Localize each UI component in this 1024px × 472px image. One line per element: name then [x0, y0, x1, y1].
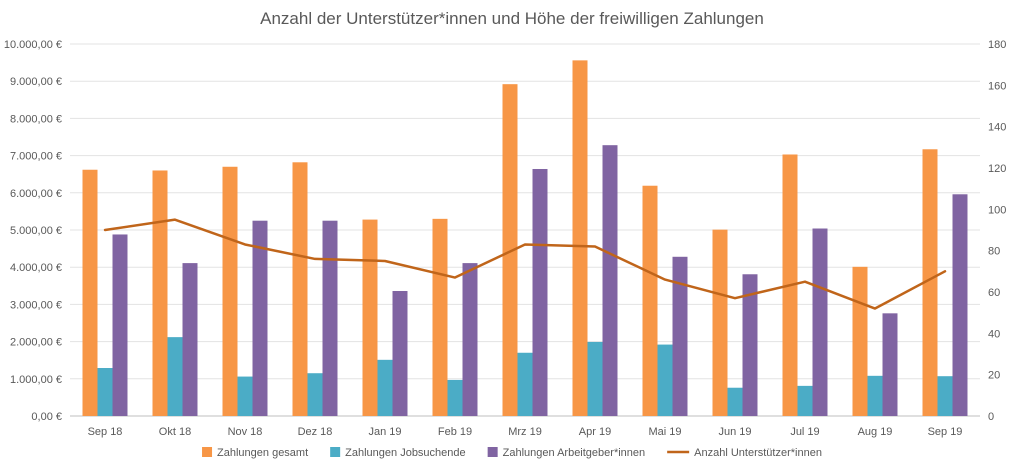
x-tick-label: Mai 19 [648, 426, 681, 438]
bar [532, 168, 548, 416]
bar [112, 234, 128, 416]
left-axis-ticks: 0,00 € 1.000,00 € 2.000,00 € 3.000,00 € 4.00… [4, 39, 62, 423]
left-tick-label: 7.000,00 € [10, 151, 62, 163]
x-tick-label: Feb 19 [438, 426, 472, 438]
x-tick-label: Jan 19 [368, 426, 401, 438]
legend-marker [202, 447, 213, 457]
bar [167, 337, 183, 416]
left-tick-label: 8.000,00 € [10, 113, 62, 125]
bar [462, 263, 478, 416]
bar [867, 375, 883, 416]
bar [712, 229, 728, 416]
x-tick-label: Mrz 19 [508, 426, 542, 438]
bar [952, 194, 968, 416]
right-tick-label: 20 [988, 370, 1000, 382]
right-tick-label: 60 [988, 287, 1000, 299]
x-tick-label: Okt 18 [159, 426, 191, 438]
legend-label: Anzahl Unterstützer*innen [694, 447, 822, 459]
bar [797, 385, 813, 416]
right-tick-label: 120 [988, 163, 1006, 175]
right-tick-label: 40 [988, 328, 1000, 340]
bar [937, 376, 953, 416]
bar [222, 166, 238, 416]
bar [292, 162, 308, 416]
bar [742, 274, 758, 416]
x-tick-label: Sep 18 [88, 426, 123, 438]
legend-marker [487, 447, 498, 457]
left-tick-label: 9.000,00 € [10, 76, 62, 88]
gridlines [70, 43, 980, 417]
x-tick-label: Aug 19 [858, 426, 893, 438]
right-tick-label: 140 [988, 122, 1006, 134]
left-tick-label: 5.000,00 € [10, 225, 62, 237]
legend-label: Zahlungen Jobsuchende [345, 447, 465, 459]
bar [922, 149, 938, 416]
bar [252, 220, 268, 416]
bar [572, 60, 588, 416]
bar [587, 341, 603, 416]
left-tick-label: 10.000,00 € [4, 39, 62, 51]
bar [672, 256, 688, 416]
bar [307, 373, 323, 416]
legend-label: Zahlungen gesamt [217, 447, 308, 459]
bar [322, 220, 338, 416]
left-tick-label: 4.000,00 € [10, 262, 62, 274]
bar [517, 352, 533, 416]
x-tick-label: Nov 18 [228, 426, 263, 438]
bar [432, 218, 448, 416]
x-tick-label: Apr 19 [579, 426, 611, 438]
bar [502, 84, 518, 417]
x-tick-label: Dez 18 [298, 426, 333, 438]
bar [182, 263, 198, 416]
bars [82, 60, 968, 417]
left-tick-label: 0,00 € [31, 411, 62, 423]
bar [447, 379, 463, 416]
legend-label: Zahlungen Arbeitgeber*innen [503, 447, 646, 459]
bar [882, 313, 898, 416]
right-tick-label: 180 [988, 39, 1006, 51]
legend: Zahlungen gesamt Zahlungen Jobsuchende Zah… [202, 447, 822, 459]
x-tick-label: Sep 19 [928, 426, 963, 438]
bar [377, 359, 393, 416]
left-tick-label: 6.000,00 € [10, 188, 62, 200]
bar [812, 228, 828, 416]
right-tick-label: 0 [988, 411, 994, 423]
chart-title: Anzahl der Unterstützer*innen und Höhe d… [260, 9, 764, 28]
x-tick-label: Jul 19 [790, 426, 819, 438]
bar [852, 266, 868, 416]
bar [97, 368, 113, 416]
left-tick-label: 1.000,00 € [10, 374, 62, 386]
bar [392, 291, 408, 416]
bar [642, 185, 658, 416]
left-tick-label: 2.000,00 € [10, 337, 62, 349]
x-tick-label: Jun 19 [718, 426, 751, 438]
right-axis-ticks: 0 20 40 60 80 100 120 140 160 180 [988, 39, 1006, 423]
right-tick-label: 80 [988, 246, 1000, 258]
line-series [103, 218, 947, 310]
bar [362, 219, 378, 416]
bar [727, 387, 743, 416]
bar [82, 169, 98, 416]
left-tick-label: 3.000,00 € [10, 299, 62, 311]
right-tick-label: 160 [988, 80, 1006, 92]
right-tick-label: 100 [988, 204, 1006, 216]
series-line [103, 218, 947, 310]
bar [657, 344, 673, 416]
x-axis-ticks: Sep 18 Okt 18 Nov 18 Dez 18 Jan 19 Feb 19 Mrz … [88, 426, 963, 438]
legend-marker [330, 447, 341, 457]
bar [602, 145, 618, 416]
bar [152, 170, 168, 416]
bar [237, 376, 253, 416]
